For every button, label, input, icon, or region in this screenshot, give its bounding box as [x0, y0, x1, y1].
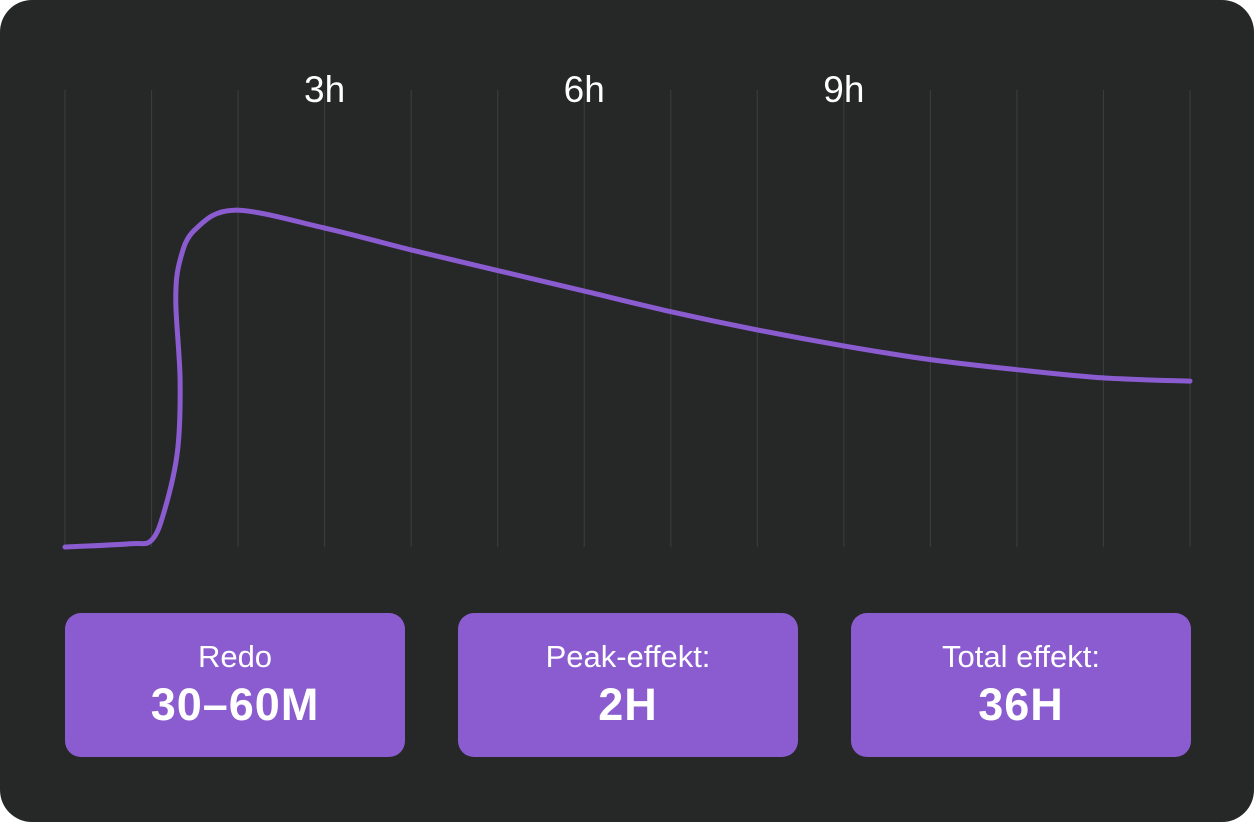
x-tick-label: 6h [564, 69, 605, 110]
effect-chart: 3h 6h 9h [62, 69, 1193, 550]
onset-card: Redo 30–60M [65, 613, 405, 757]
effect-curve [62, 207, 1193, 550]
x-tick-label: 3h [304, 69, 345, 110]
peak-label: Peak-effekt: [545, 639, 711, 674]
x-tick-label: 9h [823, 69, 864, 110]
peak-card: Peak-effekt: 2H [458, 613, 798, 757]
onset-value: 30–60M [150, 679, 320, 730]
peak-value: 2H [598, 679, 658, 730]
total-label: Total effekt: [942, 639, 1100, 674]
onset-label: Redo [197, 639, 273, 674]
total-value: 36H [978, 679, 1064, 730]
total-card: Total effekt: 36H [851, 613, 1191, 757]
